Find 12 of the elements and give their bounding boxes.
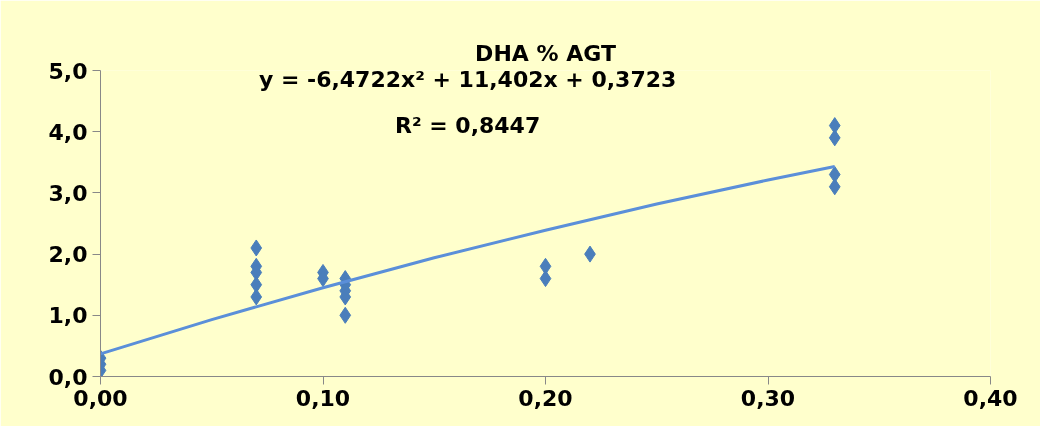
y-tick-label: 3,0 bbox=[48, 180, 88, 206]
annotation: R² = 0,8447 bbox=[395, 113, 541, 139]
y-tick-label: 5,0 bbox=[48, 58, 88, 84]
x-tick-label: 0,10 bbox=[295, 385, 351, 411]
chart-title: DHA % AGT bbox=[475, 40, 616, 66]
x-tick-label: 0,20 bbox=[518, 385, 573, 411]
x-tick-label: 0,40 bbox=[963, 385, 1018, 411]
y-tick-label: 1,0 bbox=[48, 303, 88, 329]
annotation: y = -6,4722x² + 11,402x + 0,3723 bbox=[258, 67, 677, 93]
y-tick-label: 2,0 bbox=[48, 242, 88, 268]
y-tick-label: 4,0 bbox=[48, 119, 88, 145]
x-tick-label: 0,30 bbox=[740, 385, 796, 411]
